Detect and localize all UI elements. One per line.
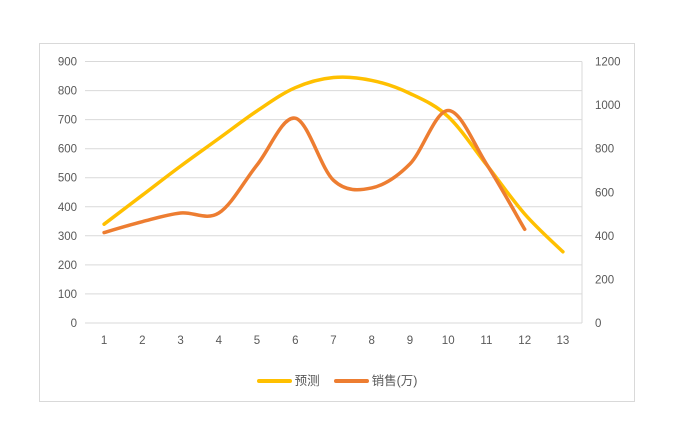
- x-axis-tick: 7: [330, 335, 336, 347]
- right-axis-tick: 1200: [595, 57, 621, 69]
- forecast-line-swatch: [256, 379, 292, 383]
- right-axis-tick: 200: [595, 274, 614, 286]
- x-axis-tick: 12: [518, 335, 531, 347]
- left-axis-tick: 200: [58, 260, 77, 272]
- x-axis-tick: 4: [216, 335, 223, 347]
- left-axis-tick: 500: [58, 173, 77, 185]
- series-line-1[interactable]: [102, 108, 527, 235]
- left-axis-tick: 100: [58, 289, 77, 301]
- left-axis-tick: 600: [58, 144, 77, 156]
- left-axis-tick: 0: [71, 318, 77, 330]
- x-axis-tick: 1: [101, 335, 107, 347]
- left-axis-tick-labels: 900 800 700 600 500 400 300 200 100 0: [58, 57, 77, 331]
- left-axis-tick: 700: [58, 115, 77, 127]
- left-axis-tick: 800: [58, 86, 77, 98]
- sales-line-swatch: [333, 379, 369, 383]
- right-axis-tick: 600: [595, 187, 614, 199]
- x-axis-tick-labels: 1 2 3 4 5 6 7 8 9 10 11 12 13: [101, 335, 569, 347]
- x-axis-tick: 3: [177, 335, 183, 347]
- right-axis-tick: 1000: [595, 100, 621, 112]
- series-lines: [102, 75, 565, 254]
- x-axis-tick: 11: [480, 335, 492, 347]
- left-axis-tick: 300: [58, 231, 77, 243]
- right-axis-tick-labels: 1200 1000 800 600 400 200 0: [595, 57, 621, 331]
- gridlines: [85, 61, 582, 324]
- x-axis-tick: 9: [407, 335, 413, 347]
- legend-item-sales[interactable]: 销售(万): [333, 373, 418, 388]
- x-axis-tick: 8: [368, 335, 374, 347]
- right-axis-tick: 800: [595, 144, 614, 156]
- legend-item-forecast[interactable]: 预测: [256, 373, 320, 388]
- right-axis-tick: 0: [595, 318, 601, 330]
- x-axis-tick: 6: [292, 335, 298, 347]
- right-axis-tick: 400: [595, 231, 614, 243]
- x-axis-tick: 13: [557, 335, 570, 347]
- left-axis-tick: 900: [58, 57, 77, 69]
- x-axis-tick: 2: [139, 335, 145, 347]
- left-axis-tick: 400: [58, 202, 77, 214]
- legend-label-sales: 销售(万): [371, 373, 418, 388]
- x-axis-tick: 5: [254, 335, 260, 347]
- x-axis-tick: 10: [442, 335, 455, 347]
- series-line-0[interactable]: [102, 75, 565, 254]
- chart-legend: 预测 销售(万): [39, 371, 635, 391]
- legend-label-forecast: 预测: [294, 373, 320, 388]
